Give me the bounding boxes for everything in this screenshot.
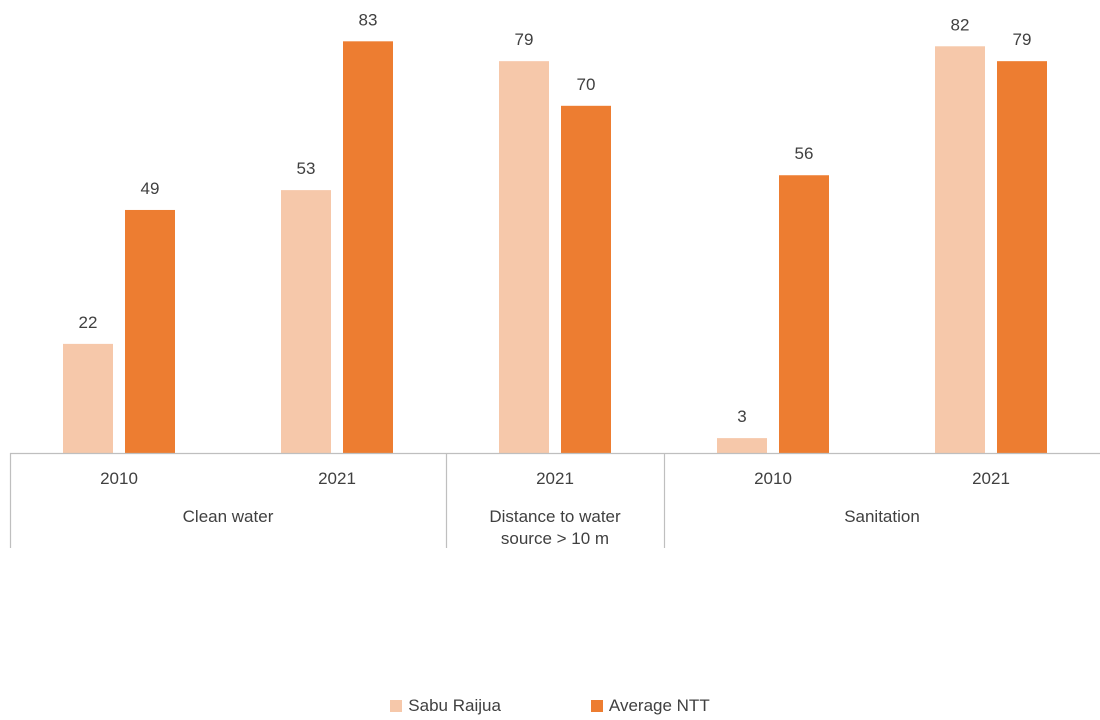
- bar-average-ntt-2: [561, 105, 611, 454]
- bar-average-ntt-0: [125, 209, 175, 453]
- bar-sabu-raijua-0: [63, 343, 113, 453]
- data-label-sabu-raijua-2: 79: [515, 30, 534, 49]
- bar-sabu-raijua-2: [499, 61, 549, 453]
- legend: Sabu Raijua Average NTT: [0, 696, 1100, 716]
- legend-swatch-average-ntt: [590, 700, 603, 712]
- group-label-clean-water: Clean water: [183, 507, 274, 526]
- bar-sabu-raijua-1: [281, 190, 331, 453]
- x-tick-label-4: 2021: [972, 469, 1010, 488]
- bar-average-ntt-1: [343, 41, 393, 453]
- data-label-average-ntt-1: 83: [359, 10, 378, 29]
- bar-sabu-raijua-4: [935, 46, 985, 453]
- bar-sabu-raijua-3: [717, 438, 767, 453]
- data-labels-layer: 22 49 53 83 79 70 3 56 82 79: [79, 10, 1032, 426]
- bar-average-ntt-3: [779, 175, 829, 454]
- legend-label-average-ntt: Average NTT: [608, 696, 710, 715]
- bar-average-ntt-4: [997, 61, 1047, 453]
- legend-label-sabu-raijua: Sabu Raijua: [408, 696, 501, 715]
- data-label-sabu-raijua-3: 3: [737, 407, 746, 426]
- x-tick-label-0: 2010: [100, 469, 138, 488]
- group-label-sanitation: Sanitation: [844, 507, 920, 526]
- bar-chart: 22 49 53 83 79 70 3 56 82 79 2010 2021 2021 2010 2021…: [9, 10, 1100, 548]
- x-tick-label-2: 2021: [536, 469, 574, 488]
- bars-layer: [63, 41, 1047, 454]
- data-label-sabu-raijua-0: 22: [79, 313, 98, 332]
- data-label-average-ntt-2: 70: [577, 75, 596, 94]
- data-label-average-ntt-0: 49: [141, 179, 160, 198]
- data-label-sabu-raijua-4: 82: [951, 15, 970, 34]
- data-label-average-ntt-3: 56: [795, 144, 814, 163]
- legend-item-average-ntt: Average NTT: [590, 696, 710, 716]
- group-label-distance-to-water-source-10-m: Distance to water source > 10 m: [489, 507, 621, 548]
- legend-item-sabu-raijua: Sabu Raijua: [390, 696, 501, 716]
- legend-swatch-sabu-raijua: [390, 700, 403, 712]
- data-label-sabu-raijua-1: 53: [297, 159, 316, 178]
- x-tick-label-3: 2010: [754, 469, 792, 488]
- data-label-average-ntt-4: 79: [1013, 30, 1032, 49]
- x-axis: 2010 2021 2021 2010 2021 Clean water Distance …: [9, 452, 1100, 548]
- x-tick-label-1: 2021: [318, 469, 356, 488]
